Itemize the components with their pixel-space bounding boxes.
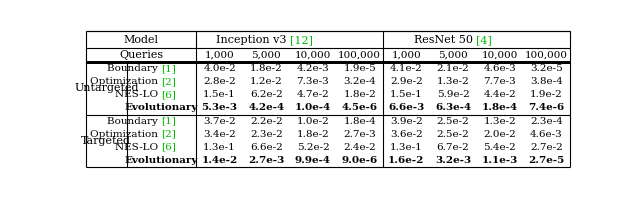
Text: 1.2e-2: 1.2e-2 [250,77,283,86]
Text: [12]: [12] [290,35,312,45]
Text: Optimization: Optimization [90,77,161,86]
Text: 10,000: 10,000 [481,51,518,60]
Text: 1.9e-5: 1.9e-5 [343,64,376,73]
Text: Targeted: Targeted [81,136,131,146]
Text: 2.2e-2: 2.2e-2 [250,117,283,126]
Text: 1.5e-1: 1.5e-1 [390,90,423,99]
Text: NES-LO: NES-LO [115,90,161,99]
Text: 2.1e-2: 2.1e-2 [436,64,470,73]
Text: Evolutionary: Evolutionary [125,104,198,113]
Text: 3.2e-5: 3.2e-5 [530,64,563,73]
Text: 7.7e-3: 7.7e-3 [483,77,516,86]
Text: 4.6e-3: 4.6e-3 [530,130,563,139]
Text: 1.8e-4: 1.8e-4 [482,104,518,113]
Text: 5.2e-2: 5.2e-2 [296,143,330,152]
Text: 1.8e-2: 1.8e-2 [296,130,330,139]
Text: 1.4e-2: 1.4e-2 [202,156,237,165]
Text: 2.3e-2: 2.3e-2 [250,130,283,139]
Text: 4.0e-2: 4.0e-2 [204,64,236,73]
Text: 100,000: 100,000 [338,51,381,60]
Text: 2.5e-2: 2.5e-2 [436,130,470,139]
Text: 3.9e-2: 3.9e-2 [390,117,423,126]
Text: 1.3e-2: 1.3e-2 [483,117,516,126]
Text: 1.5e-1: 1.5e-1 [204,90,236,99]
Text: 3.8e-4: 3.8e-4 [530,77,563,86]
Text: [1]: [1] [161,117,176,126]
Text: 1.8e-2: 1.8e-2 [250,64,283,73]
Text: ResNet 50: ResNet 50 [414,35,476,45]
Text: Inception v3: Inception v3 [216,35,290,45]
Text: 3.2e-4: 3.2e-4 [343,77,376,86]
Text: Queries: Queries [119,50,163,60]
Text: 3.6e-2: 3.6e-2 [390,130,423,139]
Text: 1,000: 1,000 [392,51,421,60]
Text: 4.2e-4: 4.2e-4 [248,104,284,113]
Text: 6.2e-2: 6.2e-2 [250,90,283,99]
Text: 6.7e-2: 6.7e-2 [436,143,470,152]
Text: 5.3e-3: 5.3e-3 [202,104,237,113]
Text: [6]: [6] [161,143,176,152]
Text: 1,000: 1,000 [205,51,234,60]
Text: 2.5e-2: 2.5e-2 [436,117,470,126]
Text: 1.3e-1: 1.3e-1 [204,143,236,152]
Text: Optimization: Optimization [90,130,161,139]
Text: 2.8e-2: 2.8e-2 [204,77,236,86]
Text: 4.7e-2: 4.7e-2 [296,90,330,99]
Text: Evolutionary: Evolutionary [125,156,198,165]
Text: [4]: [4] [476,35,492,45]
Text: 2.3e-4: 2.3e-4 [530,117,563,126]
Text: 1.0e-4: 1.0e-4 [295,104,331,113]
Text: 9.9e-4: 9.9e-4 [295,156,331,165]
Text: 2.4e-2: 2.4e-2 [343,143,376,152]
Text: 1.8e-4: 1.8e-4 [343,117,376,126]
Text: 2.7e-3: 2.7e-3 [343,130,376,139]
Text: [2]: [2] [161,130,176,139]
Text: 1.8e-2: 1.8e-2 [343,90,376,99]
Text: [1]: [1] [161,64,176,73]
Text: 9.0e-6: 9.0e-6 [342,156,378,165]
Text: 1.9e-2: 1.9e-2 [530,90,563,99]
Text: 4.1e-2: 4.1e-2 [390,64,423,73]
Text: 7.3e-3: 7.3e-3 [296,77,330,86]
Text: 4.4e-2: 4.4e-2 [483,90,516,99]
Text: Boundary: Boundary [108,64,161,73]
Text: [6]: [6] [161,90,176,99]
Text: 10,000: 10,000 [295,51,331,60]
Text: 5.4e-2: 5.4e-2 [483,143,516,152]
Text: Model: Model [124,35,159,45]
Text: 7.4e-6: 7.4e-6 [529,104,564,113]
Text: 6.6e-3: 6.6e-3 [388,104,424,113]
Text: [2]: [2] [161,77,176,86]
Text: 2.0e-2: 2.0e-2 [483,130,516,139]
Text: 2.7e-2: 2.7e-2 [530,143,563,152]
Text: 1.0e-2: 1.0e-2 [296,117,330,126]
Text: 5,000: 5,000 [252,51,281,60]
Text: 4.6e-3: 4.6e-3 [483,64,516,73]
Text: 2.7e-3: 2.7e-3 [248,156,284,165]
Text: Untargeted: Untargeted [74,83,139,93]
Text: 1.3e-1: 1.3e-1 [390,143,423,152]
Text: 1.6e-2: 1.6e-2 [388,156,424,165]
Text: 1.3e-2: 1.3e-2 [436,77,470,86]
Text: 5.9e-2: 5.9e-2 [436,90,470,99]
Text: 6.6e-2: 6.6e-2 [250,143,283,152]
Text: 3.4e-2: 3.4e-2 [204,130,236,139]
Text: 2.9e-2: 2.9e-2 [390,77,423,86]
Text: 100,000: 100,000 [525,51,568,60]
Text: NES-LO: NES-LO [115,143,161,152]
Text: 3.7e-2: 3.7e-2 [204,117,236,126]
Text: 6.3e-4: 6.3e-4 [435,104,471,113]
Text: 4.2e-3: 4.2e-3 [296,64,330,73]
Text: 4.5e-6: 4.5e-6 [342,104,378,113]
Text: 3.2e-3: 3.2e-3 [435,156,471,165]
Text: Boundary: Boundary [108,117,161,126]
Text: 2.7e-5: 2.7e-5 [529,156,564,165]
Text: 1.1e-3: 1.1e-3 [482,156,518,165]
Text: 5,000: 5,000 [438,51,468,60]
